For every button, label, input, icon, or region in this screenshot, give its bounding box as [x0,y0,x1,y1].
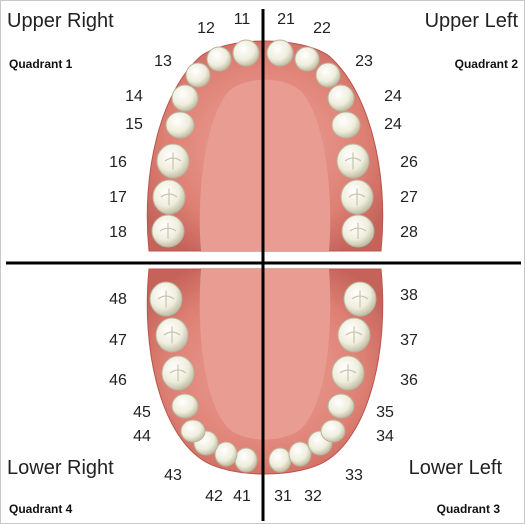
tooth-ul-1 [266,39,294,67]
tooth-number-lr-3: 43 [164,467,182,484]
tooth-number-ll-1: 31 [274,488,292,505]
tooth-number-lr-6: 46 [109,372,127,389]
q4-title: Lower Right [7,457,114,479]
tooth-lr-8 [149,281,183,317]
tooth-number-ur-6: 16 [109,154,127,171]
tooth-ll-4 [320,419,346,443]
tooth-lr-5 [171,393,199,419]
tooth-ul-5 [331,111,361,139]
tooth-ll-1 [268,447,292,473]
tooth-number-ll-7: 37 [400,332,418,349]
tooth-number-ll-5: 35 [376,404,394,421]
tooth-number-ur-8: 18 [109,224,127,241]
tooth-ur-2 [206,46,232,72]
tooth-ur-8 [151,214,185,248]
tooth-number-ur-5: 15 [125,116,143,133]
q2-label: Quadrant 2 [454,57,518,71]
tooth-ll-5 [327,393,355,419]
tooth-number-ll-3: 33 [345,467,363,484]
upper-palate [199,79,331,251]
tooth-number-ul-5: 24 [384,116,402,133]
teeth-layer [149,39,377,473]
tooth-number-ll-6: 36 [400,372,418,389]
tooth-lr-2 [214,441,238,467]
tooth-ul-4 [327,84,355,112]
q1-title: Upper Right [7,10,114,32]
tooth-ur-1 [232,39,260,67]
tooth-ll-8 [343,281,377,317]
q3-title: Lower Left [408,457,502,479]
tooth-number-ur-1: 11 [233,11,251,28]
tooth-ul-6 [336,143,370,179]
lower-tongue-area [199,269,331,440]
q2-title: Upper Left [424,10,518,32]
tooth-number-ur-3: 13 [154,53,172,70]
tooth-lr-7 [155,317,189,353]
tooth-number-ll-4: 34 [376,428,394,445]
tooth-number-ul-8: 28 [400,224,418,241]
tooth-ur-3 [185,62,211,88]
tooth-number-ul-4: 24 [384,88,402,105]
tooth-number-ll-2: 32 [304,488,322,505]
q3-label: Quadrant 3 [436,502,500,516]
tooth-number-lr-4: 44 [133,428,151,445]
tooth-ur-4 [171,84,199,112]
tooth-number-ul-6: 26 [400,154,418,171]
tooth-number-ur-4: 14 [125,88,143,105]
tooth-ll-7 [337,317,371,353]
tooth-number-ur-7: 17 [109,189,127,206]
q1-label: Quadrant 1 [9,57,73,71]
tooth-ul-7 [340,179,374,215]
tooth-number-lr-5: 45 [133,404,151,421]
tooth-number-ul-7: 27 [400,189,418,206]
tooth-number-ul-3: 23 [355,53,373,70]
tooth-number-lr-7: 47 [109,332,127,349]
tooth-lr-6 [161,355,195,391]
tooth-number-ul-2: 22 [313,20,331,37]
tooth-number-lr-8: 48 [109,291,127,308]
q4-label: Quadrant 4 [9,502,73,516]
tooth-ul-3 [315,62,341,88]
tooth-lr-4 [180,419,206,443]
tooth-number-ur-2: 12 [197,20,215,37]
tooth-ur-7 [152,179,186,215]
tooth-ul-8 [341,214,375,248]
lower-arch [146,268,384,475]
tooth-lr-1 [234,447,258,473]
tooth-number-ul-1: 21 [277,11,295,28]
upper-arch [146,40,384,252]
tooth-number-lr-2: 42 [205,488,223,505]
tooth-number-ll-8: 38 [400,287,418,304]
tooth-ur-5 [165,111,195,139]
tooth-number-lr-1: 41 [233,488,251,505]
tooth-ul-2 [294,46,320,72]
tooth-ur-6 [156,143,190,179]
tooth-ll-2 [288,441,312,467]
tooth-ll-6 [331,355,365,391]
